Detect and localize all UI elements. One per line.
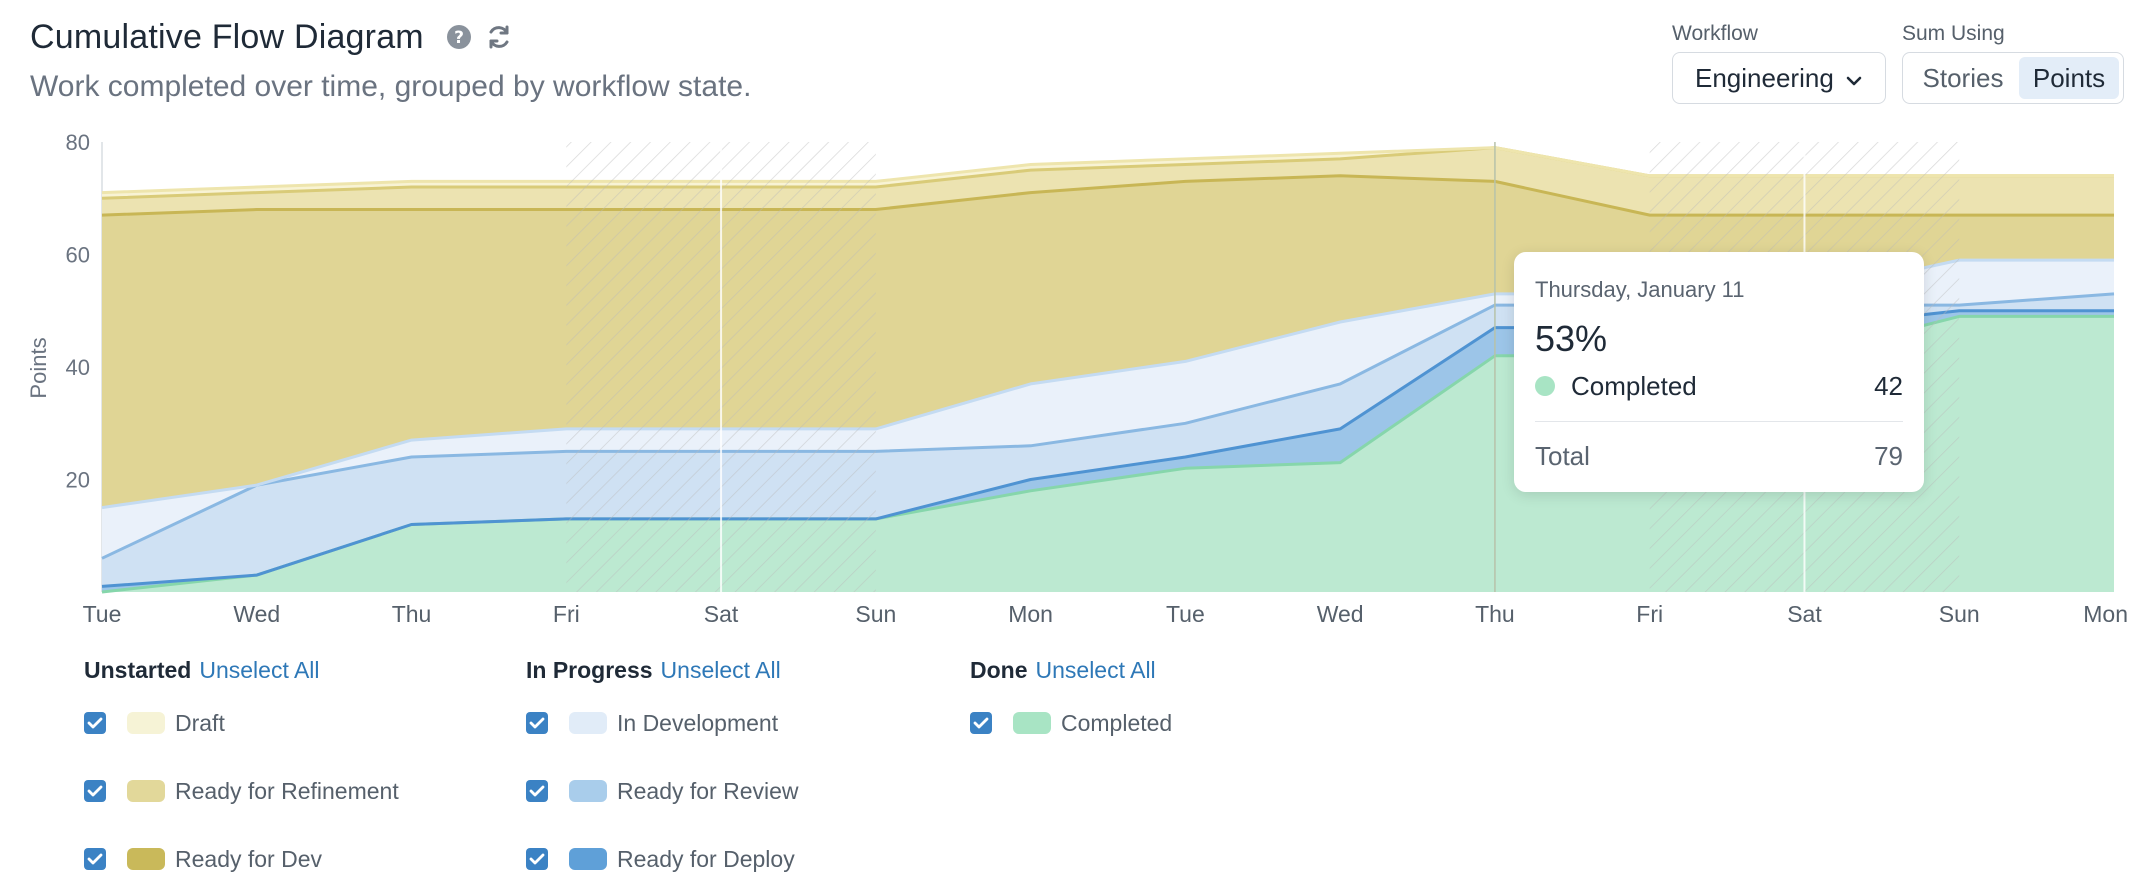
refresh-icon[interactable] [486,24,512,55]
chart-tooltip: Thursday, January 11 53% Completed 42 To… [1514,252,1924,492]
x-tick-label: Tue [1166,601,1205,627]
x-tick-label: Fri [553,601,580,627]
x-tick-label: Sun [855,601,896,627]
legend-group-title: Unstarted [84,657,192,683]
x-tick-label: Tue [83,601,122,627]
sum-using-toggle: Stories Points [1902,52,2124,104]
help-circle-icon[interactable]: ? [446,24,472,55]
workflow-select-value: Engineering [1695,62,1834,93]
legend-swatch [127,848,165,870]
tooltip-series-value: 42 [1874,371,1903,401]
area-in-development[interactable] [102,260,2114,559]
checkbox-checked-icon[interactable] [526,848,548,870]
legend-swatch [127,780,165,802]
checkbox-checked-icon[interactable] [84,780,106,802]
unselect-all-link[interactable]: Unselect All [660,657,781,683]
chevron-down-icon [1846,63,1862,94]
x-tick-label: Thu [1475,601,1515,627]
unselect-all-link[interactable]: Unselect All [199,657,320,683]
legend-item-ready-for-review[interactable]: Ready for Review [526,776,799,806]
legend-group-unstarted: Unstarted Unselect All [84,657,320,684]
y-tick-label: 40 [66,355,90,380]
legend-item-label: Ready for Dev [175,845,323,872]
y-tick-label: 80 [66,130,90,155]
legend-item-ready-for-dev[interactable]: Ready for Dev [84,844,322,874]
y-tick-label: 20 [66,468,90,493]
x-tick-label: Sun [1939,601,1980,627]
x-tick-label: Fri [1636,601,1663,627]
legend-group-title: In Progress [526,657,653,683]
legend-item-label: Ready for Review [617,777,799,804]
checkbox-checked-icon[interactable] [84,848,106,870]
tooltip-divider [1535,421,1903,422]
legend-item-ready-for-deploy[interactable]: Ready for Deploy [526,844,795,874]
legend-swatch [127,712,165,734]
title-icons: ? [446,24,512,55]
workflow-select[interactable]: Engineering [1672,52,1886,104]
sum-using-label: Sum Using [1902,22,2005,45]
legend-item-completed[interactable]: Completed [970,708,1172,738]
x-tick-label: Thu [392,601,432,627]
legend-group-in-progress: In Progress Unselect All [526,657,781,684]
workflow-label: Workflow [1672,22,1758,45]
sum-stories-button[interactable]: Stories [1922,62,2004,93]
unselect-all-link[interactable]: Unselect All [1035,657,1156,683]
svg-text:?: ? [454,28,464,48]
x-tick-label: Wed [1317,601,1364,627]
legend-swatch [1013,712,1051,734]
legend-swatch [569,712,607,734]
legend-item-ready-for-refinement[interactable]: Ready for Refinement [84,776,399,806]
checkbox-checked-icon[interactable] [526,712,548,734]
legend-item-label: In Development [617,709,779,736]
x-tick-label: Sat [704,601,739,627]
page-title: Cumulative Flow Diagram [30,18,424,56]
y-tick-label: 60 [66,243,90,268]
tooltip-percent: 53% [1535,318,1608,359]
legend-item-in-development[interactable]: In Development [526,708,778,738]
tooltip-total-value: 79 [1874,441,1903,471]
x-tick-label: Wed [233,601,280,627]
legend-swatch [569,848,607,870]
checkbox-checked-icon[interactable] [84,712,106,734]
legend-group-title: Done [970,657,1028,683]
legend-item-draft[interactable]: Draft [84,708,225,738]
checkbox-checked-icon[interactable] [526,780,548,802]
y-axis-label: Points [26,337,51,398]
tooltip-total-label: Total [1535,441,1590,471]
tooltip-series-name: Completed [1571,371,1697,401]
legend-item-label: Ready for Refinement [175,777,399,804]
legend-item-label: Ready for Deploy [617,845,795,872]
tooltip-series-dot [1535,376,1555,396]
legend-group-done: Done Unselect All [970,657,1156,684]
legend-swatch [569,780,607,802]
legend-item-label: Completed [1061,709,1173,736]
x-tick-label: Sat [1787,601,1822,627]
tooltip-date: Thursday, January 11 [1535,277,1745,302]
x-tick-label: Mon [1008,601,1053,627]
x-tick-label: Mon [2083,601,2128,627]
checkbox-checked-icon[interactable] [970,712,992,734]
sum-points-button[interactable]: Points [2019,57,2119,99]
legend-item-label: Draft [175,709,225,736]
page-subtitle: Work completed over time, grouped by wor… [30,70,752,103]
